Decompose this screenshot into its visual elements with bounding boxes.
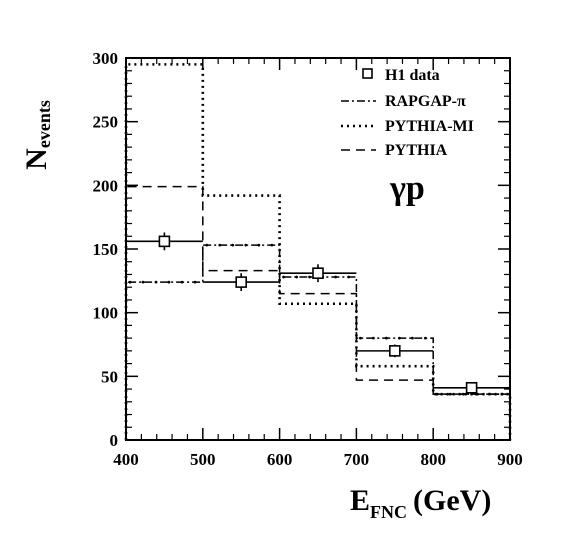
- series-0-dot: [398, 336, 401, 340]
- legend-label-pythia: PYTHIA: [385, 142, 448, 159]
- x-axis: 400 500 600 700 800 900: [113, 58, 523, 469]
- y-axis-label-main: N: [20, 148, 53, 170]
- series-0-dot: [295, 275, 298, 279]
- y-tick-label: 100: [93, 304, 119, 323]
- series-0-dot: [141, 280, 145, 284]
- x-axis-label-sub: FNC: [370, 502, 407, 522]
- series-0-dot: [372, 336, 375, 340]
- series-0-dot: [128, 280, 132, 284]
- series-0-dot: [231, 243, 235, 247]
- process-annotation: γp: [389, 170, 425, 207]
- series-0-dot: [167, 280, 171, 284]
- series-0-dot: [347, 275, 350, 279]
- y-tick-label: 50: [101, 367, 118, 386]
- x-axis-label-main: E: [350, 484, 370, 517]
- legend-label-h1-data: H1 data: [385, 67, 440, 84]
- series-2-step-line: [125, 185, 511, 440]
- x-tick-label: 500: [190, 450, 216, 469]
- legend-label-pythia-mi: PYTHIA-MI: [385, 118, 474, 135]
- y-axis-label: Nevents: [20, 100, 54, 170]
- x-tick-label: 400: [113, 450, 139, 469]
- legend-label-rapgap: RAPGAP-π: [385, 93, 466, 110]
- y-tick-label: 200: [93, 176, 119, 195]
- series-0-dot: [334, 275, 337, 279]
- x-tick-label: 800: [420, 450, 446, 469]
- series-0-dot: [385, 336, 388, 340]
- series-0-dot: [193, 280, 197, 284]
- legend-entry-pythia: PYTHIA: [341, 142, 448, 159]
- series-0-dot: [308, 275, 311, 279]
- y-tick-label: 0: [110, 431, 119, 450]
- legend-marker-square: [362, 68, 373, 79]
- series-0-dot: [257, 243, 261, 247]
- plot-frame: [125, 57, 511, 441]
- legend-entry-h1-data: H1 data: [362, 67, 440, 84]
- x-tick-label: 900: [497, 450, 523, 469]
- data-point-marker: [312, 267, 324, 279]
- data-point-marker: [465, 381, 478, 394]
- y-axis: 0 50 100 150 200 250 300: [93, 49, 510, 450]
- series-0-dot: [411, 336, 414, 340]
- y-tick-label: 250: [93, 113, 119, 132]
- legend-entry-rapgap: RAPGAP-π: [341, 93, 466, 110]
- data-point-marker: [235, 276, 247, 288]
- data-point-marker: [158, 235, 171, 248]
- series-0-dot: [270, 243, 274, 247]
- series-0-dot: [205, 243, 209, 247]
- series-0-dot: [180, 280, 184, 284]
- y-tick-label: 300: [93, 49, 119, 68]
- legend-entry-pythia-mi: PYTHIA-MI: [341, 118, 474, 135]
- x-tick-label: 700: [344, 450, 370, 469]
- x-axis-label: EFNC (GeV): [350, 484, 491, 522]
- legend: H1 data RAPGAP-π PYTHIA-MI PYTHIA: [341, 67, 474, 159]
- series-0-dot: [359, 336, 362, 340]
- series-1-step-line: [124, 63, 512, 440]
- plot-content: [124, 63, 512, 440]
- series-0-dot: [154, 280, 158, 284]
- y-tick-label: 150: [93, 240, 119, 259]
- x-axis-label-unit: (GeV): [413, 484, 491, 517]
- data-point-marker: [388, 345, 401, 357]
- y-axis-label-sub: events: [34, 100, 54, 148]
- series-0-dot: [282, 275, 285, 279]
- series-0-dot: [244, 243, 248, 247]
- x-tick-label: 600: [267, 450, 293, 469]
- series-0-dot: [218, 243, 222, 247]
- series-0-dot: [424, 336, 427, 340]
